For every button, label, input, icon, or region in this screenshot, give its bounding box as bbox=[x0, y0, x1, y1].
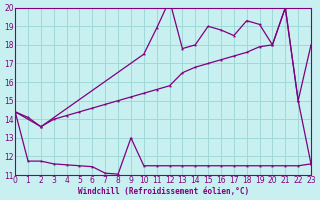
X-axis label: Windchill (Refroidissement éolien,°C): Windchill (Refroidissement éolien,°C) bbox=[77, 187, 249, 196]
